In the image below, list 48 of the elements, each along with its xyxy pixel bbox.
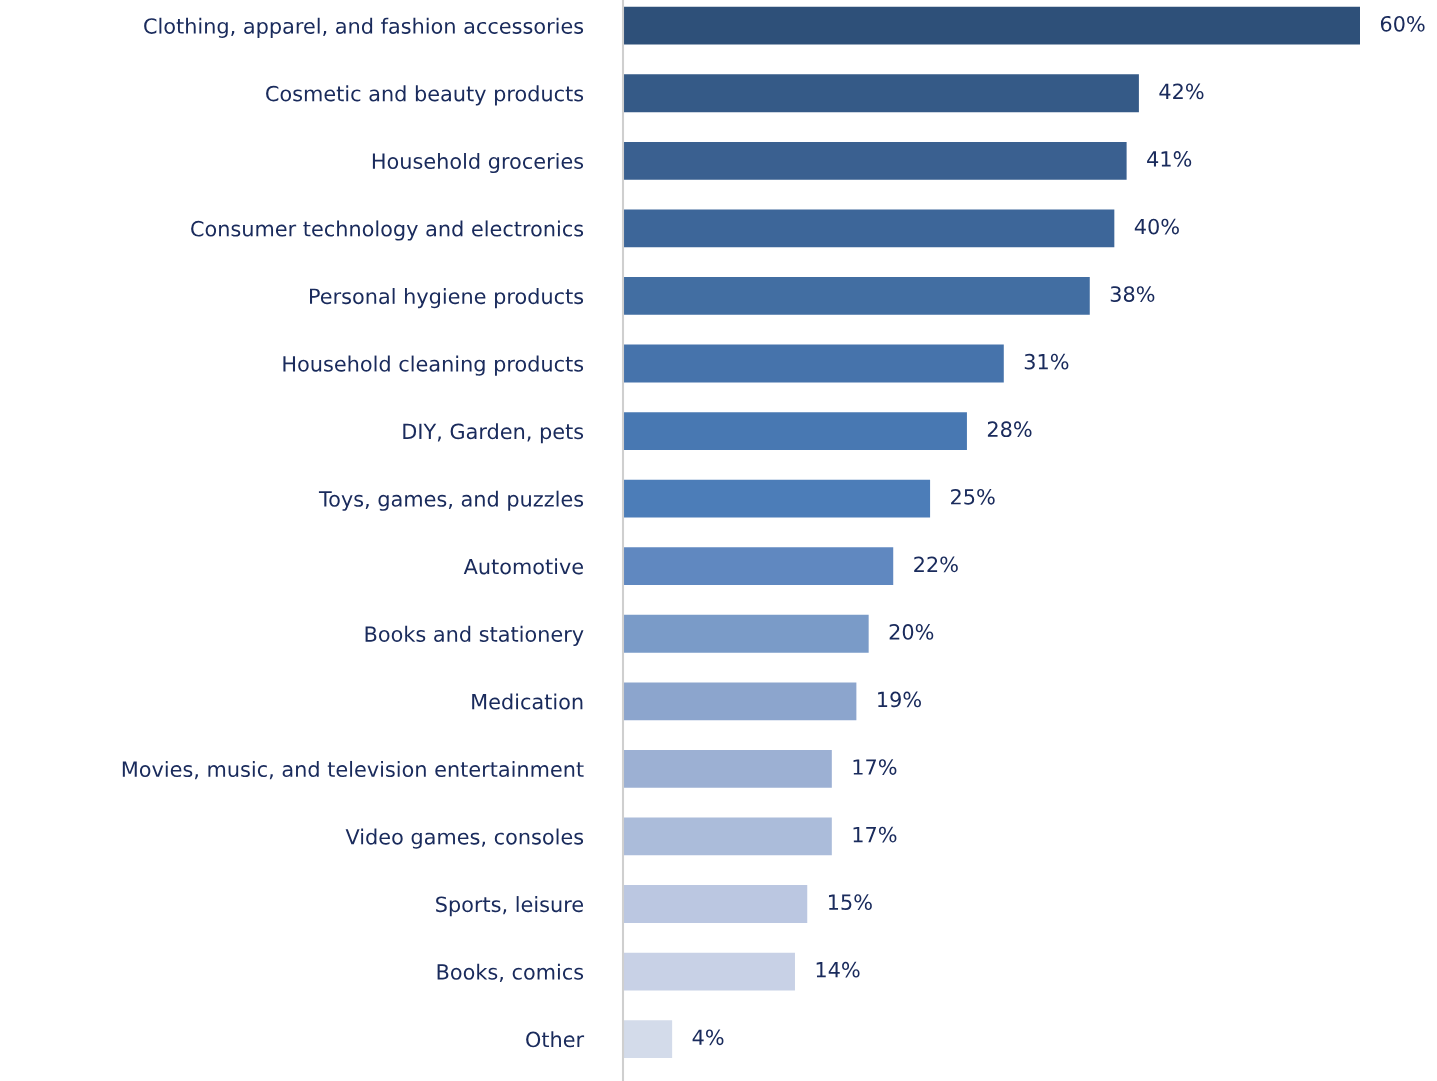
bar [623, 952, 795, 991]
data-label: 25% [951, 488, 995, 505]
y-tick-label: Medication [472, 693, 583, 710]
data-label: 19% [878, 691, 921, 708]
bar [623, 614, 869, 653]
bar [623, 74, 1139, 113]
y-tick-label: Books and stationery [365, 625, 584, 646]
data-label: 17% [853, 826, 897, 843]
y-tick-label: DIY, Garden, pets [403, 423, 584, 444]
y-tick-label: Cosmetic and beauty products [266, 85, 584, 106]
bar [623, 1020, 673, 1059]
y-tick-label: Toys, games, and puzzles [318, 490, 584, 511]
bar [623, 547, 894, 586]
data-label: 60% [1380, 15, 1425, 32]
y-tick-label: Sports, leisure [436, 896, 583, 917]
y-tick-label: Household groceries [372, 152, 584, 174]
data-label: 17% [853, 759, 897, 775]
bar [623, 6, 1360, 45]
data-label: 42% [1159, 83, 1204, 100]
y-tick-label: Clothing, apparel, and fashion accessories [144, 17, 584, 38]
bar [623, 277, 1090, 315]
y-tick-label: Video games, consoles [345, 828, 584, 849]
data-label: 28% [987, 421, 1032, 438]
bar [623, 412, 967, 450]
y-tick-label: Books, comics [437, 963, 584, 982]
data-label: 41% [1147, 151, 1192, 167]
data-label: 15% [828, 894, 872, 911]
bar [623, 749, 832, 788]
y-tick-label: Automotive [463, 558, 583, 575]
y-tick-label: Personal hygiene products [310, 288, 584, 309]
y-tick-label: Consumer technology and electronics [191, 220, 584, 241]
y-tick-label: Household cleaning products [283, 355, 584, 376]
bar [623, 479, 931, 518]
y-tick-label: Movies, music, and television entertainment [122, 760, 584, 780]
bar [623, 209, 1115, 248]
y-tick-label: Other [526, 1031, 585, 1048]
bar [623, 817, 832, 856]
data-label: 31% [1024, 353, 1069, 370]
data-label: 14% [816, 961, 860, 978]
bar [623, 682, 857, 721]
data-label: 22% [914, 556, 958, 573]
data-label: 4% [692, 1029, 724, 1046]
data-label: 20% [889, 624, 934, 640]
bar [623, 344, 1004, 383]
data-label: 40% [1134, 218, 1179, 235]
data-label: 38% [1110, 286, 1155, 302]
bar [623, 885, 808, 923]
bar [623, 141, 1127, 180]
